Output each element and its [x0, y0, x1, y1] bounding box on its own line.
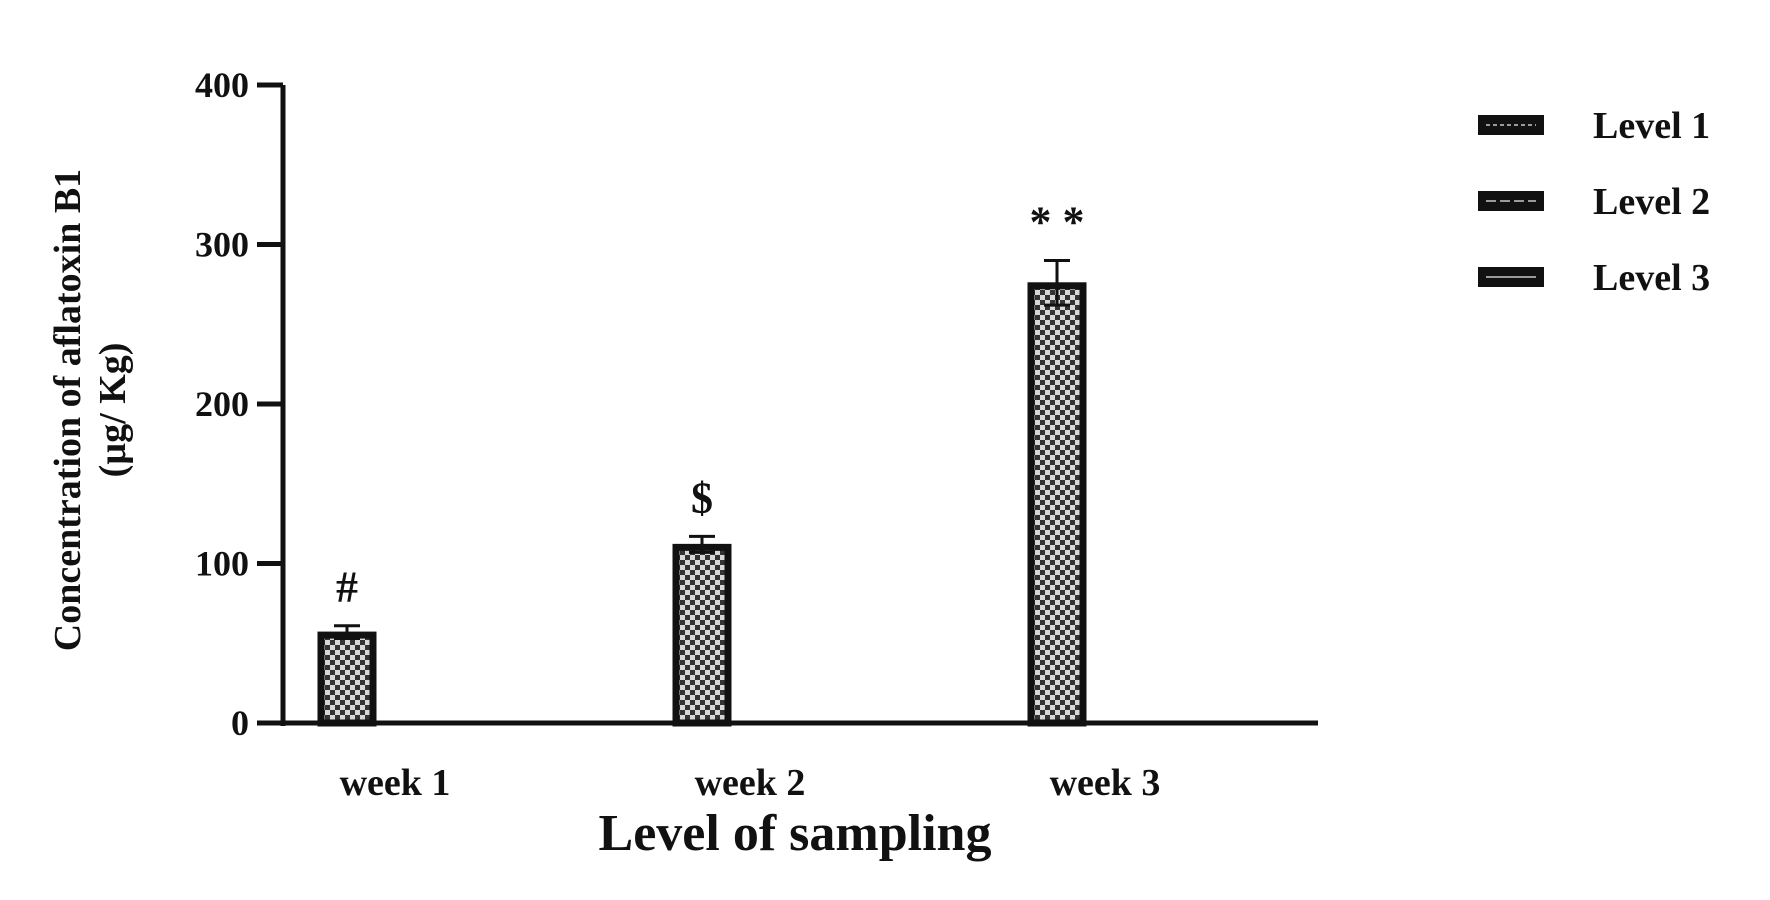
- y-axis-title: Concentration of aflatoxin B1 (µg/ Kg): [47, 169, 134, 651]
- bar: [376, 722, 434, 723]
- bar: [317, 631, 377, 727]
- bar: [672, 543, 732, 727]
- y-axis-title-line1: Concentration of aflatoxin B1: [47, 169, 89, 651]
- bar: [1027, 282, 1087, 727]
- significance-annotation: #: [336, 563, 358, 612]
- legend-label: Level 2: [1593, 181, 1710, 223]
- x-tick-label: week 3: [1050, 762, 1161, 804]
- plot-area: 0 100 200 300 400 week 1 # week 2 $ week 3 * *: [195, 65, 1318, 804]
- significance-annotation: $: [691, 473, 713, 522]
- legend-swatch: [1478, 191, 1544, 211]
- x-axis-title: Level of sampling: [599, 805, 992, 862]
- legend: Level 1 Level 2 Level 3: [1478, 105, 1710, 299]
- x-tick-label: week 2: [695, 762, 806, 804]
- y-tick-label: 0: [231, 703, 249, 743]
- significance-annotation: * *: [1030, 197, 1085, 246]
- bar: [1086, 722, 1144, 723]
- y-axis-title-line2: (µg/ Kg): [92, 343, 134, 478]
- y-tick-label: 200: [195, 384, 249, 424]
- legend-label: Level 1: [1593, 105, 1710, 147]
- bar: [731, 722, 789, 723]
- y-tick-label: 400: [195, 65, 249, 105]
- legend-label: Level 3: [1593, 257, 1710, 299]
- x-tick-label: week 1: [340, 762, 451, 804]
- y-tick-label: 100: [195, 544, 249, 584]
- bar: [789, 722, 847, 723]
- y-tick-label: 300: [195, 225, 249, 265]
- bar: [434, 722, 492, 723]
